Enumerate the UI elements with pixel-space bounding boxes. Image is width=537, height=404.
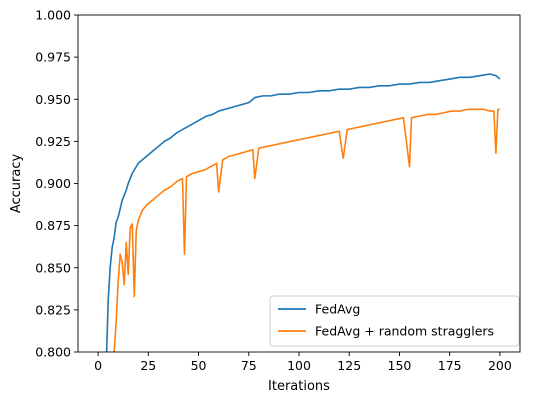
y-tick-label-0: 0.800: [35, 345, 71, 360]
x-axis-title: Iterations: [268, 379, 330, 394]
x-tick-label-8: 200: [488, 358, 512, 373]
x-tick-label-4: 100: [287, 358, 311, 373]
x-tick-label-6: 150: [388, 358, 412, 373]
y-tick-label-8: 1.000: [35, 8, 71, 23]
x-tick-label-2: 50: [191, 358, 207, 373]
y-tick-label-4: 0.900: [35, 176, 71, 191]
y-tick-label-5: 0.925: [35, 134, 71, 149]
x-tick-label-7: 175: [438, 358, 462, 373]
y-tick-label-3: 0.875: [35, 218, 71, 233]
x-tick-label-3: 75: [241, 358, 257, 373]
legend-label-0: FedAvg: [315, 302, 360, 317]
x-tick-label-0: 0: [94, 358, 102, 373]
y-tick-label-7: 0.975: [35, 50, 71, 65]
legend: FedAvg FedAvg + random stragglers: [270, 296, 519, 346]
legend-box: [270, 296, 519, 346]
y-tick-label-1: 0.825: [35, 302, 71, 317]
x-tick-label-5: 125: [337, 358, 361, 373]
y-tick-label-2: 0.850: [35, 260, 71, 275]
y-tick-label-6: 0.950: [35, 92, 71, 107]
legend-label-1: FedAvg + random stragglers: [315, 324, 494, 339]
x-tick-label-1: 25: [140, 358, 156, 373]
y-axis-title: Accuracy: [9, 154, 24, 214]
